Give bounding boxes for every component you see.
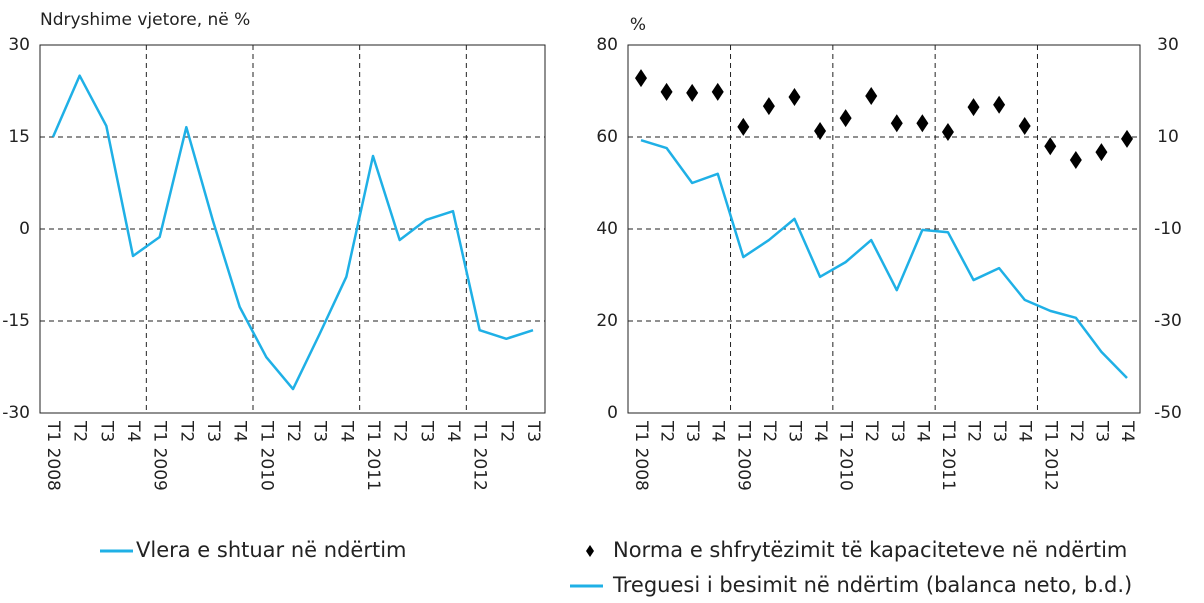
diamond-marker: [762, 97, 775, 116]
x-tick-label: T3: [1091, 420, 1111, 442]
x-tick-label: T1 2010: [836, 420, 856, 491]
x-tick-label: T2: [964, 420, 984, 442]
y2-tick-label: -30: [1154, 311, 1182, 331]
x-tick-label: T4: [336, 420, 356, 442]
y-tick-label: 60: [596, 127, 618, 147]
x-tick-label: T4: [1015, 420, 1035, 442]
x-tick-label: T3: [96, 420, 116, 442]
y-axis-label: Ndryshime vjetore, në %: [40, 10, 250, 30]
x-tick-label: T4: [912, 420, 932, 442]
x-tick-label: T2: [861, 420, 881, 442]
x-tick-label: T4: [708, 420, 728, 442]
y-tick-label: 40: [596, 219, 618, 239]
x-tick-label: T2: [283, 420, 303, 442]
diamond-marker: [865, 87, 878, 106]
series-line: [640, 139, 1128, 379]
x-tick-label: T1 2012: [470, 420, 490, 491]
diamond-marker: [711, 82, 724, 101]
x-tick-label: T2: [496, 420, 516, 442]
series-line: [51, 74, 534, 391]
diamond-marker: [814, 122, 827, 141]
diamond-marker: [1069, 151, 1082, 169]
diamond-marker: [1095, 143, 1108, 162]
diamond-marker: [993, 95, 1006, 114]
x-tick-label: T3: [416, 420, 436, 442]
y-axis-label: %: [630, 15, 646, 35]
x-tick-label: T1 2011: [363, 420, 383, 491]
diamond-marker: [1018, 116, 1031, 135]
x-tick-label: T3: [784, 420, 804, 442]
y2-tick-label: -50: [1154, 403, 1182, 423]
diamond-marker: [1121, 129, 1133, 148]
x-tick-label: T1 2008: [631, 420, 651, 491]
diamond-marker: [660, 82, 673, 101]
x-tick-label: T2: [176, 420, 196, 442]
x-tick-label: T2: [390, 420, 410, 442]
x-tick-label: T1 2010: [256, 420, 276, 491]
x-tick-label: T4: [1117, 420, 1137, 442]
y-tick-label: 0: [607, 403, 618, 423]
x-tick-label: T1 2011: [938, 420, 958, 491]
x-tick-label: T2: [70, 420, 90, 442]
y-tick-label: 20: [596, 311, 618, 331]
x-tick-label: T1 2012: [1040, 420, 1060, 491]
plot-frame: [39, 44, 546, 414]
x-tick-label: T3: [310, 420, 330, 442]
y-tick-label: 0: [19, 219, 30, 239]
y2-tick-label: -10: [1154, 219, 1182, 239]
legend-label: Treguesi i besimit në ndërtim (balanca n…: [612, 573, 1132, 597]
y-tick-label: 30: [8, 35, 30, 55]
x-tick-label: T4: [123, 420, 143, 442]
legend-marker: [586, 545, 594, 557]
diamond-marker: [916, 114, 929, 133]
x-tick-label: T3: [682, 420, 702, 442]
x-tick-label: T4: [230, 420, 250, 442]
x-tick-label: T1 2008: [43, 420, 63, 491]
x-tick-label: T3: [887, 420, 907, 442]
y2-tick-label: 10: [1157, 127, 1179, 147]
x-tick-label: T3: [523, 420, 543, 442]
x-tick-label: T1 2009: [733, 420, 753, 491]
y-tick-label: 15: [8, 127, 30, 147]
diamond-marker: [788, 87, 801, 106]
x-tick-label: T1 2009: [150, 420, 170, 491]
x-tick-label: T4: [810, 420, 830, 442]
diamond-marker: [941, 122, 954, 141]
legend-label: Vlera e shtuar në ndërtim: [136, 538, 407, 562]
x-tick-label: T2: [1066, 420, 1086, 442]
diamond-marker: [890, 114, 903, 133]
diamond-marker: [635, 69, 647, 88]
diamond-marker: [967, 98, 980, 117]
diamond-marker: [1044, 137, 1057, 156]
diamond-marker: [686, 83, 699, 102]
x-tick-label: T4: [443, 420, 463, 442]
y2-tick-label: 30: [1157, 35, 1179, 55]
diamond-marker: [839, 109, 852, 128]
y-tick-label: -30: [2, 403, 30, 423]
plot-frame: [627, 44, 1141, 414]
y-tick-label: 80: [596, 35, 618, 55]
y-tick-label: -15: [2, 311, 30, 331]
diamond-marker: [737, 117, 750, 136]
legend-label: Norma e shfrytëzimit të kapaciteteve në …: [613, 538, 1127, 562]
x-tick-label: T2: [759, 420, 779, 442]
x-tick-label: T3: [989, 420, 1009, 442]
x-tick-label: T2: [657, 420, 677, 442]
x-tick-label: T3: [203, 420, 223, 442]
